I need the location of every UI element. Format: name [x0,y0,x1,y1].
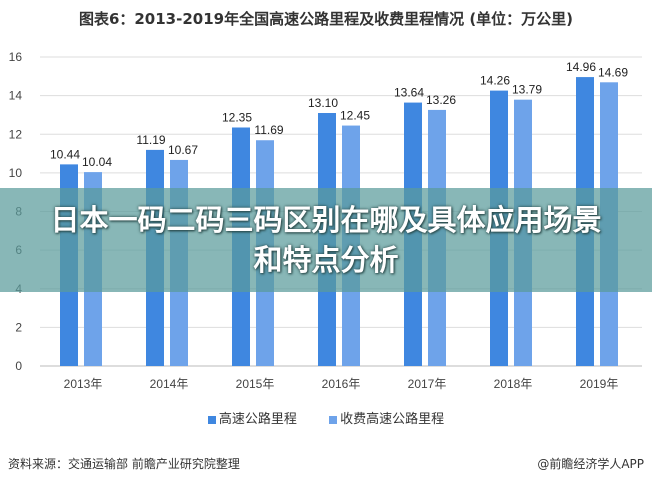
overlay-banner: 日本一码二码三码区别在哪及具体应用场景和特点分析 [0,188,652,292]
x-tick-label: 2015年 [236,377,275,391]
data-label: 10.67 [168,143,198,157]
x-tick-label: 2013年 [64,377,103,391]
x-tick-label: 2016年 [322,377,361,391]
data-label: 14.26 [480,74,510,88]
legend-item-toll: 收费高速公路里程 [329,412,444,427]
brand-credit: @前瞻经济学人APP [537,457,644,471]
data-label: 14.96 [566,60,596,74]
legend-item-highway: 高速公路里程 [207,412,297,427]
y-tick-label: 12 [9,127,23,141]
legend-swatch [329,415,338,424]
y-tick-label: 16 [9,50,23,64]
y-tick-label: 2 [15,320,22,334]
data-label: 13.79 [512,83,542,97]
x-tick-label: 2017年 [408,377,447,391]
data-label: 12.35 [222,110,252,124]
y-tick-label: 10 [9,166,23,180]
data-label: 14.69 [598,65,628,79]
y-tick-label: 14 [9,89,23,103]
y-tick-label: 0 [15,359,22,373]
data-label: 10.04 [82,155,112,169]
chart-title: 图表6：2013-2019年全国高速公路里程及收费里程情况 (单位：万公里) [78,10,574,28]
data-label: 10.44 [50,147,80,161]
x-tick-label: 2014年 [150,377,189,391]
data-label: 13.64 [394,86,424,100]
legend-swatch [207,415,216,424]
legend-label: 收费高速公路里程 [340,412,445,427]
legend: 高速公路里程 收费高速公路里程 [0,408,652,427]
data-label: 13.10 [308,96,338,110]
x-tick-label: 2018年 [494,377,533,391]
data-label: 13.26 [426,93,456,107]
data-label: 11.19 [136,133,165,147]
source-note: 资料来源：交通运输部 前瞻产业研究院整理 [8,457,240,471]
x-tick-label: 2019年 [580,377,619,391]
data-label: 12.45 [340,109,370,123]
data-label: 11.69 [254,123,283,137]
overlay-headline: 日本一码二码三码区别在哪及具体应用场景和特点分析 [50,203,602,277]
legend-label: 高速公路里程 [218,412,297,427]
